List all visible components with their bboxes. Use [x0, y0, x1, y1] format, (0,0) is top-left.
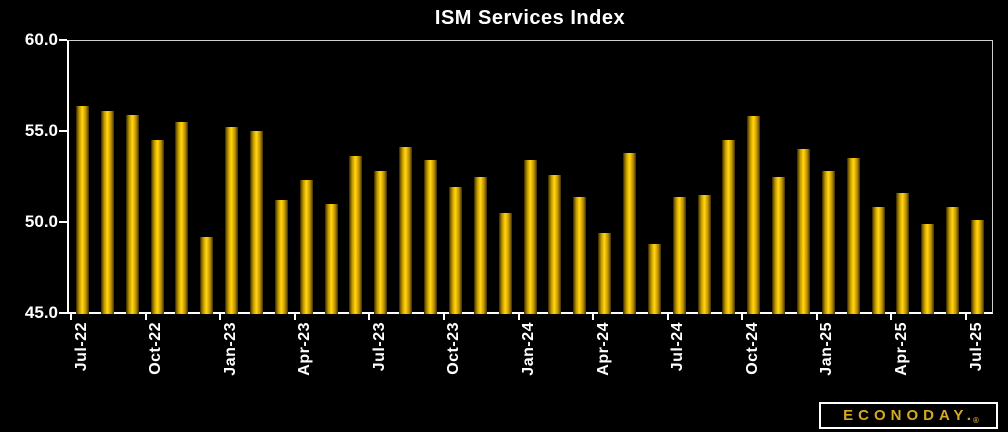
bar-Jul-23 [374, 171, 388, 314]
x-axis-label: Jul-25 [967, 322, 985, 372]
x-axis-label: Oct-24 [743, 322, 761, 375]
bar-Sep-22 [125, 114, 139, 314]
x-axis-tick [815, 313, 818, 320]
x-axis-label: Apr-25 [892, 322, 910, 376]
bar-Nov-22 [175, 121, 189, 314]
x-axis-label: Jan-24 [520, 322, 537, 376]
x-axis-tick [70, 313, 73, 320]
bar-Oct-24 [747, 116, 761, 314]
bar-Jun-23 [349, 156, 363, 314]
bar-Oct-23 [448, 187, 462, 314]
chart-title: ISM Services Index [434, 7, 626, 29]
bar-Sep-24 [722, 140, 736, 314]
y-axis-tick [59, 221, 67, 223]
bar-Sep-23 [424, 160, 438, 314]
bar-Mar-24 [573, 196, 587, 314]
bar-Apr-24 [598, 232, 612, 314]
bar-May-23 [324, 203, 338, 314]
bar-Mar-25 [871, 207, 885, 314]
y-axis-label: 55.0 [24, 121, 58, 140]
bar-Feb-25 [846, 158, 860, 314]
bar-Jun-25 [946, 207, 960, 314]
y-axis-tick [59, 130, 67, 132]
x-axis-tick [442, 313, 445, 320]
bar-Dec-23 [498, 212, 512, 314]
x-axis-label: Jan-25 [818, 322, 836, 376]
bar-Mar-23 [274, 200, 288, 314]
x-axis-label: Apr-24 [594, 322, 612, 376]
bar-Nov-24 [772, 176, 786, 314]
x-axis-tick [144, 313, 147, 320]
x-axis-label: Jul-22 [72, 322, 90, 372]
x-axis-label: Jul-24 [669, 322, 687, 372]
x-axis-tick [890, 313, 893, 320]
bar-Apr-23 [299, 180, 313, 314]
x-axis-tick [666, 313, 669, 320]
bar-Nov-23 [473, 176, 487, 314]
bar-May-25 [921, 223, 935, 314]
x-axis-tick [965, 313, 968, 320]
bar-Dec-24 [796, 149, 810, 314]
x-axis-label: Jul-23 [370, 322, 388, 372]
x-axis-tick [293, 313, 296, 320]
bar-Aug-24 [697, 194, 711, 314]
bar-Jul-24 [672, 196, 686, 314]
x-axis-label: Jan-23 [221, 322, 239, 376]
x-axis-label: Oct-22 [147, 322, 165, 375]
bar-May-24 [622, 152, 636, 314]
x-axis-tick [517, 313, 520, 320]
econoday-logo: ECONODAY. ® [819, 402, 998, 429]
y-axis-label: 45.0 [24, 303, 58, 322]
x-axis-label: Apr-23 [296, 322, 314, 376]
bar-Apr-25 [896, 192, 910, 314]
y-axis-tick [59, 39, 67, 41]
x-axis-tick [219, 313, 222, 320]
x-axis-tick [368, 313, 371, 320]
bar-Dec-22 [200, 236, 214, 314]
y-axis-label: 60.0 [24, 30, 58, 49]
bar-Jan-24 [523, 160, 537, 314]
bar-Feb-24 [548, 174, 562, 314]
y-axis-label: 50.0 [24, 212, 58, 231]
bar-Jan-23 [225, 127, 239, 314]
registered-trademark-icon: ® [972, 416, 979, 425]
bar-Aug-22 [100, 110, 114, 314]
econoday-logo-text: ECONODAY. [843, 407, 976, 424]
bar-Aug-23 [399, 147, 413, 314]
bar-Jul-22 [76, 105, 89, 314]
bar-Jun-24 [647, 243, 661, 314]
x-axis-label: Oct-23 [445, 322, 463, 375]
bar-Feb-23 [250, 131, 264, 314]
x-axis-tick [741, 313, 744, 320]
bar-Jan-25 [821, 171, 835, 314]
bar-Oct-22 [150, 140, 164, 314]
x-axis-tick [592, 313, 595, 320]
bar-Jul-25 [971, 220, 984, 314]
y-axis-tick [59, 312, 67, 314]
